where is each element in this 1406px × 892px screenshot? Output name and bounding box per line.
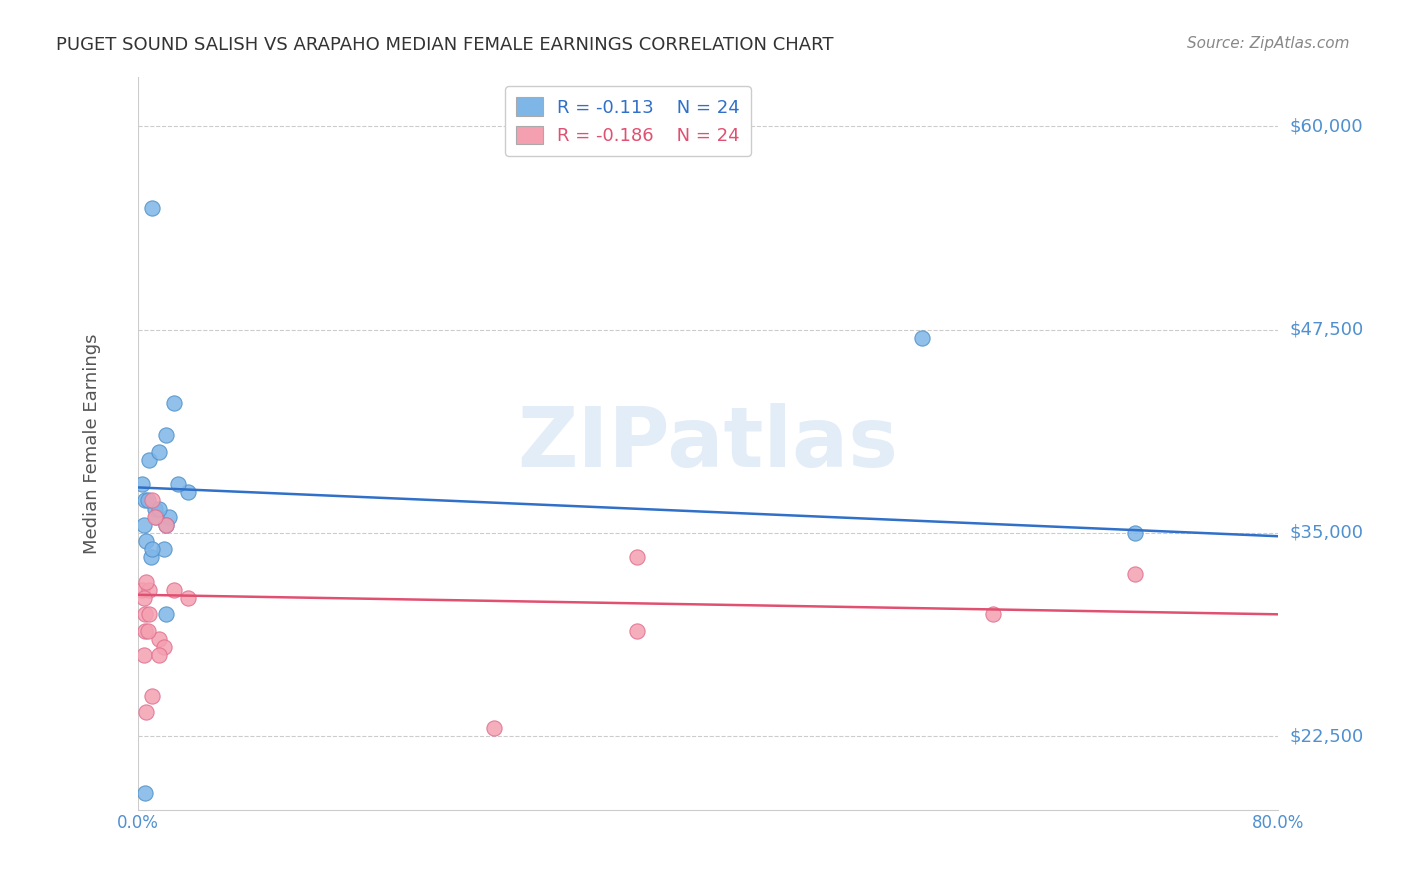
Text: Source: ZipAtlas.com: Source: ZipAtlas.com [1187, 36, 1350, 51]
Point [177, 591, 200, 605]
Point [135, 705, 157, 719]
Point [131, 477, 153, 491]
Point [143, 501, 166, 516]
Point [152, 640, 174, 654]
Point [132, 648, 155, 662]
Point [135, 534, 157, 549]
Point [157, 509, 180, 524]
Point [138, 582, 160, 597]
Point [141, 542, 163, 557]
Legend: R = -0.113    N = 24, R = -0.186    N = 24: R = -0.113 N = 24, R = -0.186 N = 24 [505, 87, 751, 156]
Text: Median Female Earnings: Median Female Earnings [83, 334, 101, 554]
Point [143, 509, 166, 524]
Point [136, 493, 159, 508]
Point [155, 607, 177, 622]
Point [155, 517, 177, 532]
Point [177, 485, 200, 500]
Point [148, 501, 170, 516]
Point [134, 624, 156, 638]
Point [132, 591, 155, 605]
Text: PUGET SOUND SALISH VS ARAPAHO MEDIAN FEMALE EARNINGS CORRELATION CHART: PUGET SOUND SALISH VS ARAPAHO MEDIAN FEM… [56, 36, 834, 54]
Point [162, 582, 184, 597]
Point [139, 550, 162, 565]
Point [482, 721, 505, 735]
Point [1123, 525, 1146, 540]
Point [155, 517, 177, 532]
Point [134, 786, 156, 800]
Point [1123, 566, 1146, 581]
Point [141, 689, 163, 703]
Text: $47,500: $47,500 [1289, 320, 1364, 339]
Point [148, 632, 170, 646]
Point [626, 550, 648, 565]
Point [134, 493, 156, 508]
Point [910, 331, 932, 345]
Point [134, 607, 156, 622]
Point [981, 607, 1004, 622]
Point [166, 477, 188, 491]
Point [132, 517, 155, 532]
Text: $60,000: $60,000 [1289, 117, 1362, 136]
Point [162, 396, 184, 410]
Point [136, 624, 159, 638]
Point [152, 542, 174, 557]
Point [145, 509, 167, 524]
Point [148, 648, 170, 662]
Point [141, 201, 163, 215]
Point [626, 624, 648, 638]
Point [138, 452, 160, 467]
Point [141, 493, 163, 508]
Point [131, 582, 153, 597]
Point [135, 574, 157, 589]
Text: $35,000: $35,000 [1289, 524, 1364, 542]
Point [148, 444, 170, 458]
Text: ZIPatlas: ZIPatlas [517, 403, 898, 484]
Point [138, 607, 160, 622]
Text: $22,500: $22,500 [1289, 727, 1364, 746]
Point [155, 428, 177, 442]
